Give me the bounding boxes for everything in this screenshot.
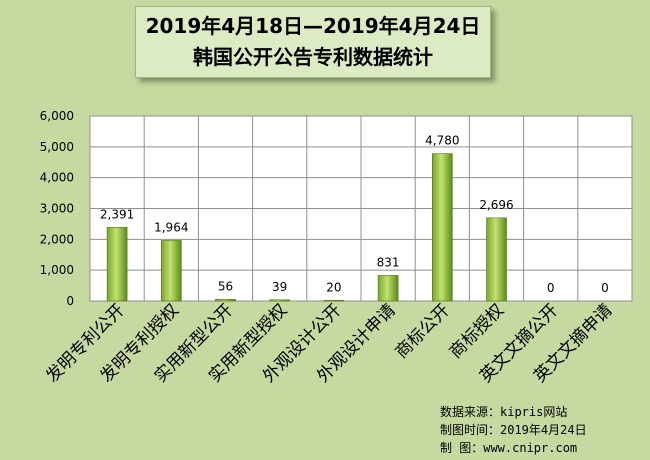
data-label: 0 [601,281,609,295]
y-tick-label: 2,000 [40,232,74,246]
bar [106,226,128,302]
credit-source: 数据来源：kipris网站 [440,405,568,419]
chart-title-box: 2019年4月18日—2019年4月24日 韩国公开公告专利数据统计 [135,6,491,78]
data-label: 2,391 [100,207,134,221]
gridlines [89,115,633,302]
bar [377,275,399,302]
bar [323,300,345,302]
data-label: 1,964 [154,220,188,234]
data-label: 56 [218,279,233,293]
data-label: 4,780 [425,134,459,148]
chart-title-line-2: 韩国公开公告专利数据统计 [193,45,433,69]
data-label: 831 [377,255,400,269]
value-labels: 2,391 1,964 56 39 20 831 4,780 2,696 0 0 [100,134,609,295]
bar [431,153,453,302]
y-tick-label: 3,000 [40,202,74,216]
data-label: 20 [326,280,341,294]
credit-date: 制图时间：2019年4月24日 [440,423,587,437]
data-label: 39 [272,280,287,294]
credits-block: 数据来源：kipris网站 制图时间：2019年4月24日 制 图：www.cn… [440,403,640,457]
data-label: 2,696 [479,198,513,212]
bars [106,153,507,302]
y-axis-ticks: 0 1,000 2,000 3,000 4,000 5,000 6,000 [40,109,74,308]
y-tick-label: 6,000 [40,109,74,123]
credit-maker: 制 图：www.cnipr.com [440,441,578,455]
y-tick-label: 4,000 [40,171,74,185]
bar [269,299,291,302]
y-tick-label: 5,000 [40,140,74,154]
bar [215,298,236,302]
y-tick-label: 1,000 [40,263,74,277]
chart-title-line-1: 2019年4月18日—2019年4月24日 [145,14,481,38]
x-axis-labels: 发明专利公开发明专利授权实用新型公开实用新型授权外观设计公开外观设计申请商标公开… [42,300,616,386]
x-tick-label: 商标公开 [392,300,454,362]
y-tick-label: 0 [66,294,74,308]
bar [161,240,182,302]
bar [486,217,507,302]
data-label: 0 [547,281,555,295]
